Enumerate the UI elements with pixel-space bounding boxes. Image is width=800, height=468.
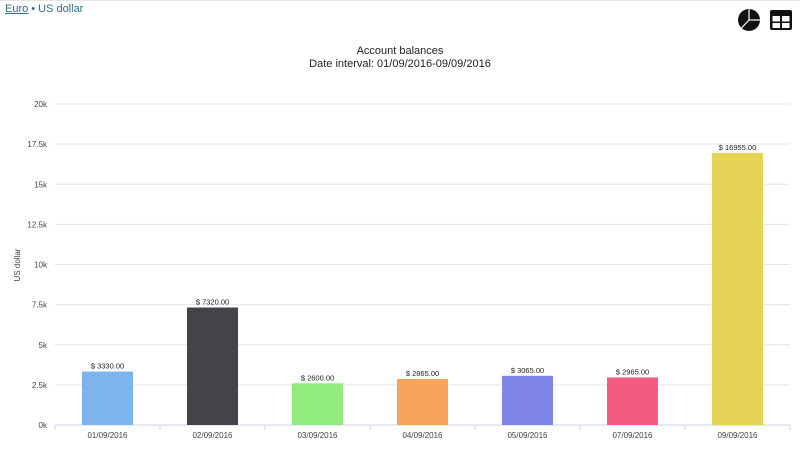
- data-label: $ 16955.00: [719, 143, 757, 152]
- y-tick-label: 2.5k: [32, 381, 48, 390]
- data-label: $ 3065.00: [511, 366, 544, 375]
- breadcrumb-link-euro[interactable]: Euro: [5, 3, 29, 15]
- y-tick-label: 17.5k: [27, 140, 48, 149]
- breadcrumb-current: US dollar: [38, 3, 84, 15]
- table-icon[interactable]: [768, 7, 794, 33]
- y-tick-label: 15k: [34, 180, 48, 189]
- bar-09-09-2016[interactable]: [712, 152, 763, 425]
- data-label: $ 2600.00: [301, 373, 334, 382]
- bar-02-09-2016[interactable]: [187, 307, 238, 425]
- x-tick-label: 09/09/2016: [717, 431, 758, 440]
- y-tick-label: 12.5k: [27, 220, 48, 229]
- y-tick-label: 0k: [39, 421, 48, 430]
- x-tick-label: 03/09/2016: [297, 431, 338, 440]
- x-tick-label: 02/09/2016: [192, 431, 233, 440]
- pie-chart-icon[interactable]: [736, 7, 762, 33]
- x-tick-label: 04/09/2016: [402, 431, 443, 440]
- data-label: $ 3330.00: [91, 362, 124, 371]
- data-label: $ 7320.00: [196, 298, 229, 307]
- chart-title: Account balances: [356, 45, 444, 57]
- breadcrumb-separator: •: [31, 3, 36, 15]
- top-divider: [0, 0, 800, 1]
- data-label: $ 2865.00: [406, 369, 439, 378]
- bar-04-09-2016[interactable]: [397, 379, 448, 425]
- y-tick-label: 10k: [34, 261, 48, 270]
- x-tick-label: 01/09/2016: [87, 431, 128, 440]
- y-tick-label: 5k: [39, 341, 48, 350]
- bar-07-09-2016[interactable]: [607, 377, 658, 425]
- x-tick-label: 07/09/2016: [612, 431, 653, 440]
- breadcrumb: Euro • US dollar: [5, 3, 83, 15]
- bar-01-09-2016[interactable]: [82, 371, 133, 425]
- bar-05-09-2016[interactable]: [502, 375, 553, 425]
- x-tick-label: 05/09/2016: [507, 431, 548, 440]
- y-tick-label: 20k: [34, 100, 48, 109]
- y-tick-label: 7.5k: [32, 301, 48, 310]
- bar-03-09-2016[interactable]: [292, 383, 343, 425]
- data-label: $ 2965.00: [616, 367, 649, 376]
- chart-subtitle: Date interval: 01/09/2016-09/09/2016: [309, 58, 491, 70]
- y-axis-label: US dollar: [13, 248, 22, 281]
